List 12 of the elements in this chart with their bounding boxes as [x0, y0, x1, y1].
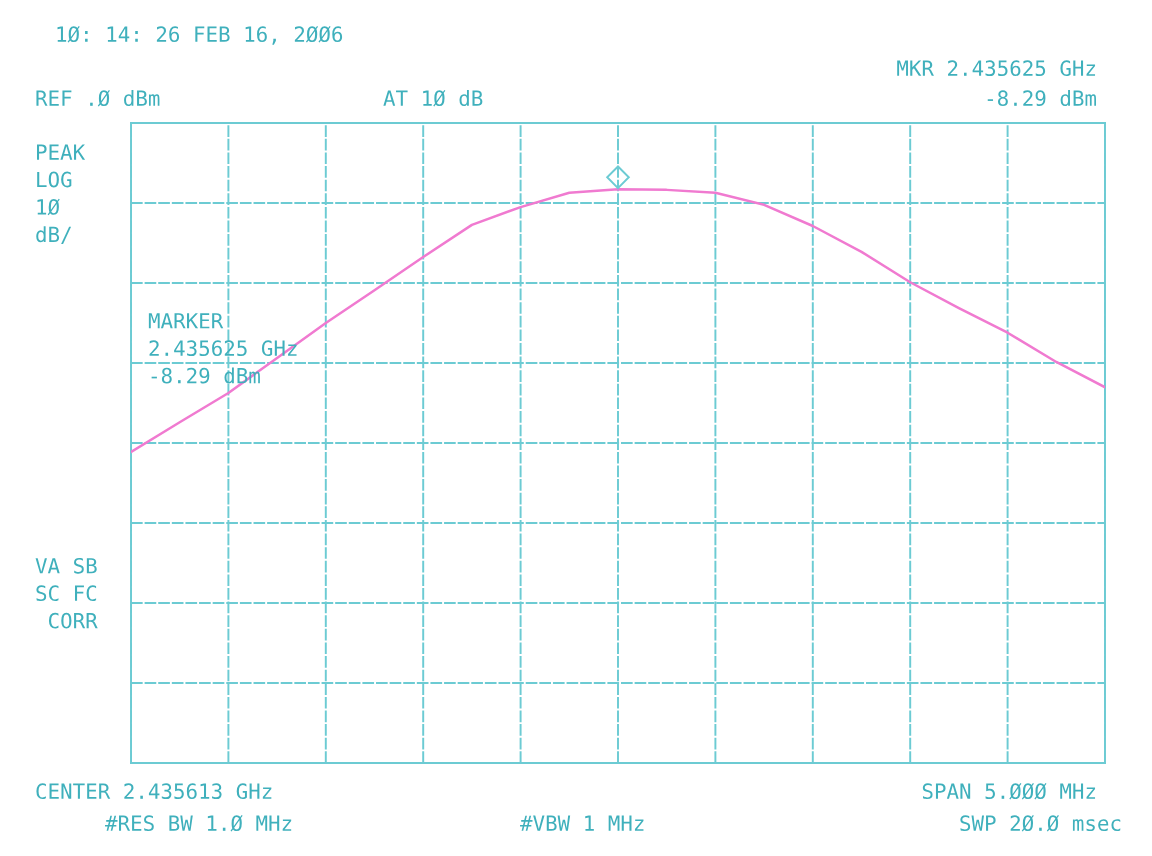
text: SPAN 5.ØØØ MHz: [922, 782, 1096, 800]
text: VA SB SC FC CORR: [35, 557, 98, 629]
text: SWP 2Ø.Ø msec: [960, 814, 1121, 832]
text: PEAK LOG 1Ø dB/: [36, 144, 86, 244]
text: -8.29 dBm: [987, 89, 1097, 107]
text: MKR 2.435625 GHz: [897, 60, 1096, 77]
chart-title: 1Ø: 14: 26 FEB 16, 2ØØ6: [57, 25, 343, 45]
text: #RES BW 1.Ø MHz: [105, 814, 292, 832]
text: AT 1Ø dB: [383, 89, 483, 107]
text: CENTER 2.435613 GHz: [36, 783, 272, 800]
text: #VBW 1 MHz: [520, 815, 644, 831]
text: REF .Ø dBm: [36, 89, 160, 107]
